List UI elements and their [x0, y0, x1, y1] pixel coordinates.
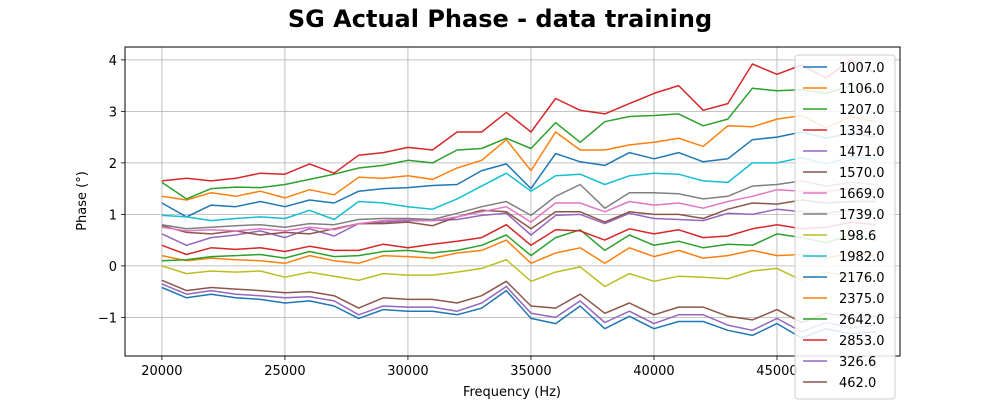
series-line-2642-0 [161, 229, 876, 262]
y-axis-label: Phase (°) [75, 171, 90, 231]
legend-entry-label: 2375.0 [839, 292, 885, 307]
series-line-326-6 [161, 283, 876, 333]
series-line-1982-0 [161, 155, 876, 222]
series-lines [161, 59, 876, 339]
legend-entry-label: 1982.0 [839, 250, 885, 265]
legend-entry-label: 1570.0 [839, 166, 885, 181]
axis-ticks: 20000 25000 30000 35000 40000 45000 −1 0 1 2 3 4 [98, 54, 798, 379]
legend-entry-label: 1106.0 [839, 82, 885, 97]
legend-entry-label: 326.6 [839, 355, 876, 370]
series-line-1471-0 [161, 208, 876, 247]
y-tick-label: 2 [109, 157, 117, 172]
series-line-2375-0 [161, 239, 876, 265]
series-line-1007-0 [161, 131, 876, 218]
x-tick-label: 20000 [141, 364, 182, 379]
series-line-1739-0 [161, 180, 876, 230]
chart-title: SG Actual Phase - data training [288, 5, 712, 33]
legend-entry-label: 1207.0 [839, 103, 885, 118]
series-line-462-0 [161, 279, 876, 324]
legend-entry-label: 1471.0 [839, 145, 885, 160]
y-tick-label: 0 [109, 260, 117, 275]
legend-box [794, 54, 896, 400]
x-tick-label: 45000 [756, 364, 797, 379]
legend-entry-label: 1669.0 [839, 187, 885, 202]
y-tick-label: 4 [109, 54, 117, 69]
x-tick-label: 25000 [264, 364, 305, 379]
series-line-1207-0 [161, 84, 876, 200]
series-line-2176-0 [161, 286, 876, 339]
legend-entry-label: 1334.0 [839, 124, 885, 139]
legend-entry-label: 2853.0 [839, 334, 885, 349]
legend: 1007.0 1106.0 1207.0 1334.0 1471.0 1570.0 1669… [794, 54, 896, 400]
series-line-1106-0 [161, 114, 876, 201]
y-tick-label: 1 [109, 208, 117, 223]
series-line-2853-0 [161, 221, 876, 256]
legend-entry-label: 1007.0 [839, 61, 885, 76]
series-line-198-6 [161, 258, 876, 288]
plot-area [124, 46, 901, 357]
legend-entry-label: 1739.0 [839, 208, 885, 223]
y-tick-label: −1 [98, 311, 117, 326]
series-line-1669-0 [161, 187, 876, 232]
x-tick-label: 30000 [387, 364, 428, 379]
legend-entry-label: 2176.0 [839, 271, 885, 286]
y-tick-label: 3 [109, 105, 117, 120]
x-axis-label: Frequency (Hz) [463, 385, 561, 400]
legend-entry-label: 198.6 [839, 229, 876, 244]
legend-entry-label: 2642.0 [839, 313, 885, 328]
series-line-1334-0 [161, 59, 876, 182]
series-line-1570-0 [161, 199, 876, 236]
x-tick-label: 35000 [510, 364, 551, 379]
x-tick-label: 40000 [633, 364, 674, 379]
legend-entry-label: 462.0 [839, 376, 876, 391]
